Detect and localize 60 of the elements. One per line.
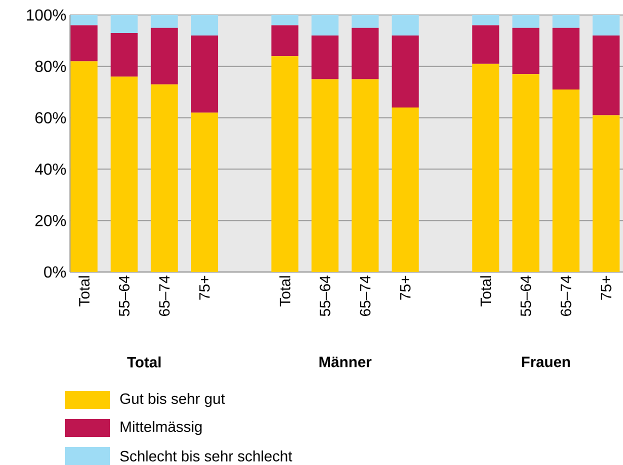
y-tick-label: 100% — [26, 9, 66, 21]
bar — [191, 36, 218, 113]
bar — [271, 14, 298, 26]
bar — [110, 14, 138, 33]
x-tick-label: Total — [480, 276, 492, 306]
bar — [110, 32, 138, 77]
bar — [552, 28, 580, 90]
x-tick-label: Total — [279, 276, 290, 306]
bar — [392, 14, 419, 36]
bar — [271, 25, 298, 56]
x-tick-label: 55–64 — [520, 276, 532, 316]
bar — [352, 14, 379, 28]
bar — [552, 14, 580, 28]
bar — [552, 90, 580, 272]
bar — [312, 79, 339, 272]
y-tick-label: 20% — [35, 214, 66, 226]
legend-label: Schlecht bis sehr schlecht — [120, 450, 292, 462]
bar — [150, 14, 178, 28]
text: Männer — [320, 356, 372, 368]
bar — [352, 28, 379, 80]
bar — [512, 28, 540, 74]
bar — [472, 64, 500, 272]
text: Total — [127, 356, 161, 368]
bar — [512, 74, 540, 272]
text: Frauen — [522, 356, 570, 368]
y-tick-label: 80% — [35, 60, 66, 72]
bar — [312, 36, 339, 80]
bar — [150, 28, 178, 84]
bar — [472, 25, 500, 64]
bar — [191, 112, 218, 272]
x-tick-label: 55–64 — [118, 276, 130, 316]
x-tick-label: 65–74 — [560, 276, 572, 316]
bar — [352, 79, 379, 272]
bar — [592, 115, 620, 272]
legend-label: Mittelmässig — [120, 421, 202, 435]
x-tick-label: 75+ — [400, 276, 411, 300]
bar — [70, 61, 98, 272]
bar — [110, 76, 138, 272]
bar — [512, 14, 540, 28]
bar — [392, 36, 419, 108]
x-tick-label: 65–74 — [360, 276, 370, 316]
legend-label: Gut bis sehr gut — [120, 393, 225, 407]
x-tick-label: 75+ — [199, 276, 210, 300]
bar — [592, 36, 620, 116]
bar — [312, 14, 339, 36]
y-tick-label: 40% — [34, 164, 66, 175]
bar — [472, 14, 500, 26]
x-tick-label: 75+ — [600, 276, 612, 300]
x-tick-label: Total — [78, 276, 90, 306]
x-tick-label: 65–74 — [159, 276, 170, 316]
bar — [70, 14, 98, 26]
bar — [271, 56, 298, 272]
y-tick-label: 0% — [44, 266, 66, 278]
bar — [191, 14, 218, 36]
bar — [150, 84, 178, 272]
bar — [592, 14, 620, 36]
y-tick-label: 60% — [35, 112, 66, 124]
bar — [70, 25, 98, 62]
x-tick-label: 55–64 — [320, 276, 330, 316]
bar — [392, 108, 419, 272]
